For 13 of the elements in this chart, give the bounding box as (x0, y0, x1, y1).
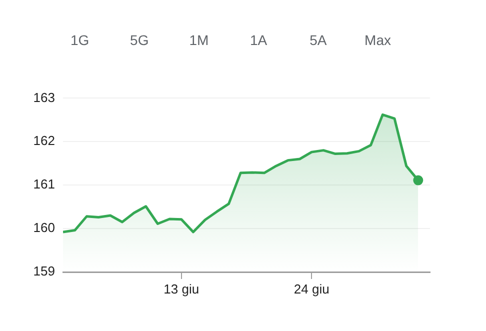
text: 5A (308, 31, 328, 50)
text: Max (364, 31, 392, 50)
text: 1M (188, 31, 210, 50)
y-tick-label: 161 (33, 176, 55, 192)
text: 5G (129, 31, 150, 50)
x-tick-label: 24 giu (294, 281, 330, 296)
y-tick-label: 162 (33, 133, 55, 148)
text: 1G (69, 31, 90, 50)
x-tick-label: 13 giu (164, 281, 200, 296)
y-tick-label: 163 (33, 90, 55, 105)
y-tick-label: 159 (33, 264, 55, 279)
text: 1A (249, 31, 268, 50)
y-tick-label: 160 (33, 220, 55, 236)
